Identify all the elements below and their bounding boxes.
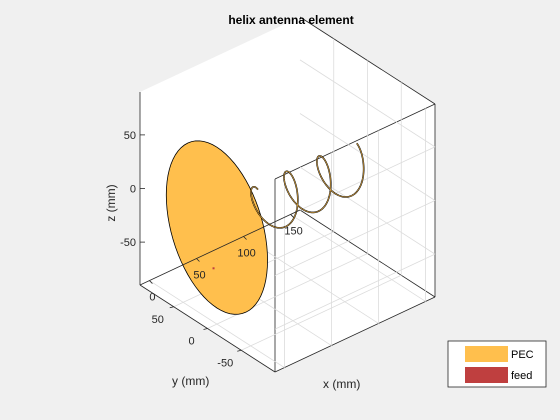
edge xyxy=(274,103,436,180)
z-axis-label: z (mm) xyxy=(104,184,118,221)
grid-y-floor xyxy=(207,253,368,329)
ground-plane-disc xyxy=(165,140,268,315)
x-tick xyxy=(196,258,200,262)
x-tick-label: 50 xyxy=(193,270,205,282)
y-axis-label: y (mm) xyxy=(172,374,209,388)
y-tick xyxy=(237,349,242,352)
axis-ticks: 0 50 100 150 50 0 -50 50 0 -50 xyxy=(120,130,303,369)
chart-title: helix antenna element xyxy=(228,13,353,27)
legend-label-pec: PEC xyxy=(511,349,534,361)
grid-z-back xyxy=(274,253,436,330)
grid-z-back xyxy=(274,200,436,276)
legend-swatch-feed xyxy=(465,367,508,383)
x-tick xyxy=(243,236,247,240)
x-tick xyxy=(149,280,153,284)
grid-y-floor xyxy=(241,274,402,351)
front-edge-x xyxy=(139,209,301,286)
grid-z-side xyxy=(299,113,436,201)
grid-lines xyxy=(149,38,436,368)
y-tick-label: -50 xyxy=(217,357,233,369)
legend-swatch-pec xyxy=(465,346,508,362)
x-tick-label: 150 xyxy=(284,225,302,237)
x-tick xyxy=(290,214,294,218)
edge xyxy=(274,296,436,373)
ground-plane-surface xyxy=(165,140,268,315)
z-tick-label: -50 xyxy=(120,237,136,249)
grid-z-side xyxy=(299,59,436,148)
grid-z-side xyxy=(299,166,436,255)
legend-label-feed: feed xyxy=(511,370,532,382)
z-tick-label: 50 xyxy=(124,130,136,142)
feed-point xyxy=(212,267,215,270)
x-axis-label: x (mm) xyxy=(323,377,360,391)
y-tick xyxy=(169,306,174,309)
helix-curve-highlight xyxy=(250,143,364,229)
legend[interactable]: PEC feed xyxy=(447,340,547,388)
x-tick-label: 0 xyxy=(149,292,155,304)
z-tick-label: 0 xyxy=(130,184,136,196)
x-tick-label: 100 xyxy=(237,247,255,259)
y-tick-label: 50 xyxy=(152,314,164,326)
y-tick-label: 0 xyxy=(188,336,194,348)
helix-wire xyxy=(250,142,365,229)
y-tick xyxy=(203,328,208,330)
